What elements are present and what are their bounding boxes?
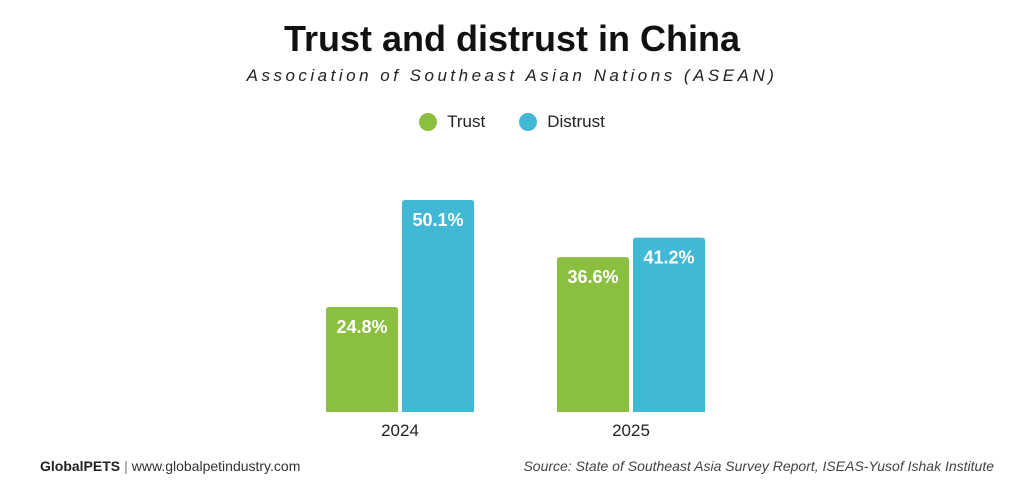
source-note: Source: State of Southeast Asia Survey R… xyxy=(523,458,994,474)
legend-item-distrust: Distrust xyxy=(519,112,605,132)
data-label-distrust-2024: 50.1% xyxy=(412,210,463,230)
data-label-distrust-2025: 41.2% xyxy=(643,248,694,268)
bar-distrust-2025 xyxy=(633,237,705,412)
legend-swatch-distrust xyxy=(519,113,538,131)
legend: Trust Distrust xyxy=(0,112,1024,132)
bar-trust-2024 xyxy=(326,307,398,412)
legend-label-distrust: Distrust xyxy=(547,112,605,131)
chart-subtitle: Association of Southeast Asian Nations (… xyxy=(246,66,778,85)
bar-distrust-2024 xyxy=(402,200,474,412)
footer-credit: GlobalPETS | www.globalpetindustry.com xyxy=(40,458,300,474)
legend-swatch-trust xyxy=(419,113,438,131)
data-label-trust-2025: 36.6% xyxy=(567,267,618,287)
x-tick-label-2025: 2025 xyxy=(612,421,650,440)
website-text: www.globalpetindustry.com xyxy=(131,458,301,474)
brand-name: GlobalPETS xyxy=(40,458,121,474)
legend-label-trust: Trust xyxy=(447,112,486,131)
data-label-trust-2024: 24.8% xyxy=(336,317,387,337)
x-tick-label-2024: 2024 xyxy=(381,421,419,440)
chart-title: Trust and distrust in China xyxy=(283,18,741,59)
bar-trust-2025 xyxy=(557,257,629,412)
legend-item-trust: Trust xyxy=(419,112,485,132)
footer-separator: | xyxy=(124,458,128,474)
